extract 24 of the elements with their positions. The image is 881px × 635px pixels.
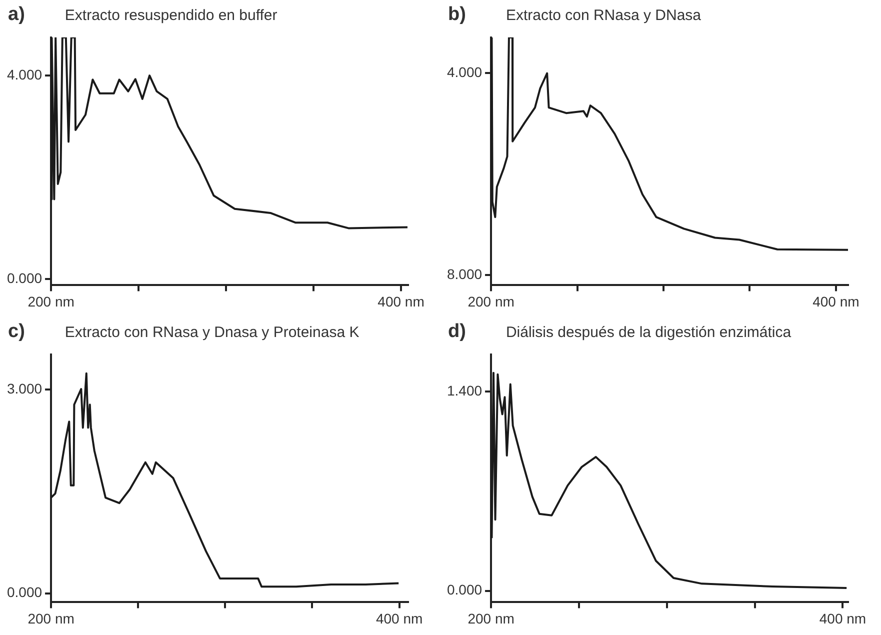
x-tick-label: 200 nm <box>468 610 514 626</box>
x-tick-label: 200 nm <box>28 293 74 310</box>
y-tick-label: 0.000 <box>6 270 42 286</box>
text: c) <box>8 321 25 342</box>
text: d) <box>448 321 466 342</box>
x-tick-label: 400 nm <box>378 293 424 310</box>
chart-title: Extracto con RNasa y DNasa <box>506 7 702 24</box>
x-tick-label: 400 nm <box>812 293 860 310</box>
text: b) <box>448 4 466 25</box>
x-tick-label: 200 nm <box>28 610 74 626</box>
x-tick-label: 400 nm <box>819 610 866 626</box>
x-tick-label: 200 nm <box>468 293 514 310</box>
y-tick-label: 3.000 <box>6 380 42 397</box>
y-tick-label: 0.000 <box>446 582 482 598</box>
x-tick-label: 400 nm <box>376 610 423 626</box>
chart-title: Extracto resuspendido en buffer <box>64 7 278 24</box>
y-tick-label: 4.000 <box>446 64 482 80</box>
y-tick-label: 4.000 <box>6 66 42 82</box>
y-tick-label: 1.400 <box>446 382 482 398</box>
chart-title: Extracto con RNasa y Dnasa y Proteinasa K <box>64 324 360 341</box>
chart-title: Diálisis después de la digestión enzimática <box>506 324 792 341</box>
y-tick-label: 0.000 <box>6 584 42 600</box>
text: a) <box>8 4 25 25</box>
y-tick-label: 8.000 <box>446 266 482 282</box>
